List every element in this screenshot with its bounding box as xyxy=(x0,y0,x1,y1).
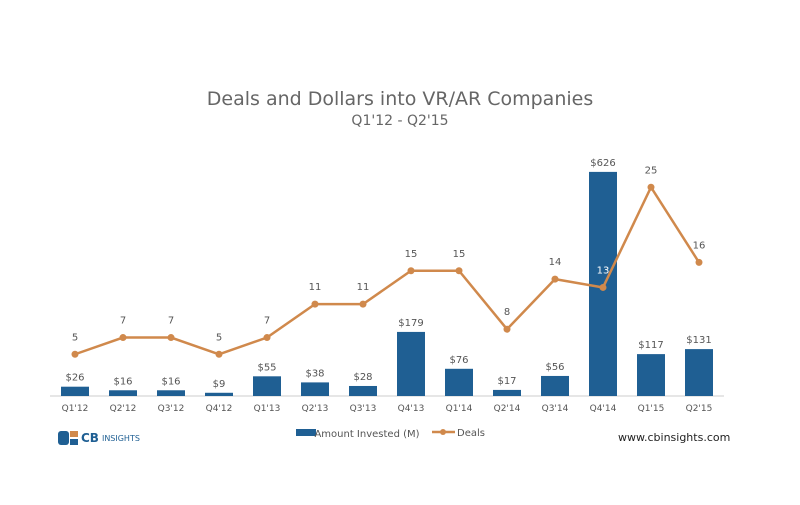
x-tick-label: Q1'12 xyxy=(62,404,89,414)
bar-data-label: $26 xyxy=(65,373,84,384)
x-tick-label: Q3'13 xyxy=(350,404,377,414)
bar xyxy=(205,392,233,396)
chart-subtitle: Q1'12 - Q2'15 xyxy=(351,113,449,129)
bar-data-label: $131 xyxy=(686,335,711,346)
bar-data-label: $16 xyxy=(113,376,132,387)
bar xyxy=(109,390,137,396)
deal-data-label: 25 xyxy=(645,165,658,176)
deal-point xyxy=(503,325,511,333)
x-tick-label: Q1'13 xyxy=(254,404,281,414)
deal-data-label: 14 xyxy=(549,257,562,268)
bar xyxy=(589,171,617,396)
bar-data-label: $76 xyxy=(449,355,468,366)
bar-data-label: $17 xyxy=(497,376,516,387)
deal-data-label: 8 xyxy=(504,307,510,318)
deal-point xyxy=(551,275,559,283)
bar-data-label: $9 xyxy=(213,379,226,390)
bar xyxy=(541,375,569,396)
bar xyxy=(685,349,713,396)
bar-data-label: $56 xyxy=(545,362,564,373)
deal-data-label: 7 xyxy=(120,316,126,327)
bar-data-label: $626 xyxy=(590,158,615,169)
legend-line-label: Deals xyxy=(457,428,485,439)
deal-point xyxy=(455,267,463,275)
bar xyxy=(349,385,377,396)
x-tick-label: Q1'15 xyxy=(638,404,665,414)
x-tick-label: Q2'14 xyxy=(494,404,521,414)
bar xyxy=(61,386,89,396)
deal-data-label: 7 xyxy=(264,316,270,327)
bar-data-label: $38 xyxy=(305,368,324,379)
cb-insights-logo: CB INSIGHTS xyxy=(58,431,140,445)
deal-point xyxy=(359,300,367,308)
x-tick-label: Q4'12 xyxy=(206,404,233,414)
logo-mark-icon xyxy=(58,431,78,445)
deal-data-label: 7 xyxy=(168,316,174,327)
logo-text: INSIGHTS xyxy=(101,433,140,443)
deal-data-label: 15 xyxy=(453,249,466,260)
bar-data-label: $117 xyxy=(638,340,663,351)
deal-data-label: 5 xyxy=(216,332,222,343)
bar xyxy=(253,376,281,396)
x-tick-label: Q2'13 xyxy=(302,404,329,414)
logo-text-bold: CB xyxy=(81,431,99,445)
bar-data-label: $55 xyxy=(257,362,276,373)
deal-point xyxy=(167,334,175,342)
deal-point xyxy=(119,334,127,342)
x-tick-label: Q3'14 xyxy=(542,404,569,414)
deal-point xyxy=(215,350,223,358)
deals-line xyxy=(74,184,701,356)
deal-data-label: 13 xyxy=(597,265,610,276)
deal-data-label: 5 xyxy=(72,332,78,343)
deal-data-label: 16 xyxy=(693,240,706,251)
x-tick-label: Q2'15 xyxy=(686,404,713,414)
bar-data-label: $16 xyxy=(161,376,180,387)
deal-data-label: 15 xyxy=(405,249,418,260)
chart-title: Deals and Dollars into VR/AR Companies xyxy=(206,88,594,110)
bar xyxy=(397,331,425,396)
legend-bar-swatch xyxy=(296,429,316,436)
deal-data-label: 11 xyxy=(357,282,370,293)
bar-data-label: $179 xyxy=(398,318,423,329)
bar xyxy=(445,368,473,396)
bar-data-label: $28 xyxy=(353,372,372,383)
bar xyxy=(157,390,185,396)
bar xyxy=(493,389,521,396)
x-tick-label: Q1'14 xyxy=(446,404,473,414)
x-tick-label: Q2'12 xyxy=(110,404,137,414)
x-tick-label: Q4'14 xyxy=(590,404,617,414)
deal-point xyxy=(647,183,655,191)
legend-bar-label: Amount Invested (M) xyxy=(314,429,419,440)
bar xyxy=(637,354,665,396)
bar xyxy=(301,382,329,396)
deal-point xyxy=(71,350,79,358)
legend-line-marker xyxy=(440,429,446,435)
deal-point xyxy=(695,258,703,266)
deal-data-label: 11 xyxy=(309,282,322,293)
deal-point xyxy=(407,267,415,275)
website-link: www.cbinsights.com xyxy=(618,431,731,444)
deal-point xyxy=(263,334,271,342)
x-tick-label: Q4'13 xyxy=(398,404,425,414)
x-tick-label: Q3'12 xyxy=(158,404,185,414)
deal-point xyxy=(599,283,607,291)
deal-point xyxy=(311,300,319,308)
